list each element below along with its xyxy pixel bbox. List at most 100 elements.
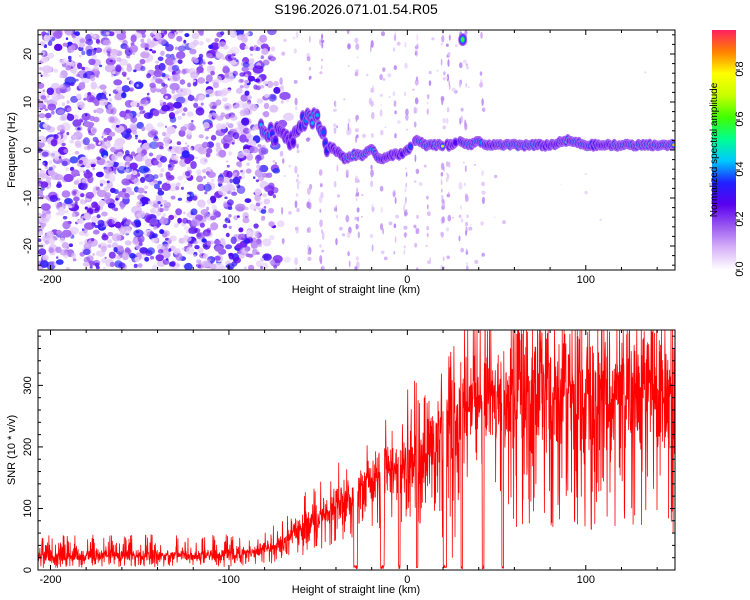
- noise-speck: [157, 187, 163, 192]
- noise-streak: [333, 108, 337, 112]
- noise-streak: [347, 251, 350, 257]
- noise-speck: [244, 90, 250, 96]
- spectrogram-x-label: Height of straight line (km): [292, 284, 420, 296]
- noise-speck: [201, 238, 207, 243]
- noise-streak: [393, 34, 397, 42]
- noise-speck: [169, 116, 177, 123]
- noise-speck: [160, 50, 165, 56]
- noise-speck: [39, 41, 45, 47]
- noise-speck: [87, 143, 96, 150]
- noise-speck: [292, 36, 296, 40]
- noise-speck: [139, 99, 149, 107]
- noise-speck: [156, 243, 166, 251]
- noise-speck: [277, 220, 285, 228]
- noise-streak: [414, 97, 419, 105]
- noise-speck: [239, 72, 246, 77]
- noise-speck: [226, 263, 235, 270]
- noise-streak: [442, 77, 446, 81]
- noise-speck: [148, 200, 152, 205]
- noise-speck: [160, 30, 168, 36]
- noise-streak: [413, 121, 417, 128]
- noise-speck: [101, 245, 107, 253]
- y-tick-label: 300: [22, 376, 34, 394]
- noise-speck: [228, 214, 232, 218]
- noise-streak: [405, 182, 408, 188]
- noise-speck: [79, 167, 85, 173]
- noise-streak: [481, 98, 484, 107]
- noise-speck: [229, 30, 237, 39]
- noise-streak: [321, 58, 324, 62]
- noise-streak: [371, 133, 374, 138]
- noise-speck: [247, 75, 256, 82]
- noise-speck: [388, 221, 393, 226]
- noise-speck: [149, 141, 159, 149]
- noise-speck: [44, 240, 50, 245]
- noise-streak: [463, 182, 466, 187]
- colorbar-gradient: [712, 30, 736, 270]
- noise-speck: [121, 85, 130, 93]
- noise-speck: [249, 146, 259, 154]
- noise-speck: [226, 170, 233, 178]
- noise-speck: [210, 70, 215, 76]
- noise-speck: [47, 30, 55, 34]
- noise-speck: [220, 138, 227, 145]
- noise-speck: [413, 180, 417, 183]
- noise-speck: [109, 59, 114, 63]
- noise-speck: [239, 109, 246, 117]
- ridge-peak: [315, 113, 319, 117]
- noise-streak: [429, 256, 432, 265]
- noise-speck: [93, 109, 97, 114]
- noise-streak: [379, 185, 384, 192]
- noise-streak: [321, 33, 324, 41]
- noise-speck: [65, 266, 70, 270]
- ridge-peak: [270, 132, 274, 136]
- noise-streak: [336, 125, 338, 129]
- noise-streak: [370, 40, 374, 48]
- noise-speck: [584, 172, 587, 176]
- noise-streak: [319, 219, 323, 228]
- noise-streak: [371, 244, 374, 252]
- noise-speck: [130, 34, 137, 43]
- noise-speck: [226, 89, 232, 94]
- noise-speck: [47, 41, 53, 46]
- noise-speck: [101, 234, 109, 241]
- noise-speck: [395, 214, 399, 219]
- noise-speck: [54, 43, 63, 52]
- noise-speck: [84, 213, 90, 220]
- noise-speck: [48, 184, 51, 188]
- y-tick-label: -20: [22, 238, 34, 254]
- noise-speck: [241, 66, 249, 72]
- noise-speck: [599, 218, 602, 221]
- noise-streak: [427, 94, 430, 99]
- noise-streak: [465, 63, 468, 67]
- noise-streak: [297, 173, 300, 178]
- noise-speck: [93, 34, 97, 38]
- noise-streak: [481, 196, 485, 205]
- noise-streak: [319, 208, 322, 213]
- noise-speck: [61, 142, 66, 147]
- noise-speck: [78, 42, 86, 48]
- noise-speck: [69, 139, 75, 144]
- noise-speck: [428, 70, 432, 75]
- noise-speck: [144, 174, 155, 183]
- noise-speck: [57, 124, 65, 132]
- noise-speck: [124, 240, 132, 246]
- noise-streak: [480, 221, 484, 226]
- noise-speck: [149, 82, 156, 89]
- noise-speck: [59, 237, 66, 243]
- noise-speck: [255, 78, 260, 83]
- noise-speck: [463, 161, 465, 164]
- noise-speck: [151, 233, 158, 239]
- noise-speck: [256, 164, 261, 169]
- noise-speck: [122, 44, 129, 50]
- noise-speck: [101, 211, 108, 217]
- noise-speck: [204, 191, 208, 195]
- noise-speck: [159, 229, 165, 235]
- noise-speck: [264, 185, 275, 193]
- noise-streak: [442, 117, 446, 124]
- noise-speck: [259, 34, 268, 43]
- y-tick-label: 10: [22, 96, 34, 108]
- noise-speck: [68, 55, 72, 61]
- noise-speck: [104, 173, 110, 179]
- noise-speck: [260, 265, 263, 270]
